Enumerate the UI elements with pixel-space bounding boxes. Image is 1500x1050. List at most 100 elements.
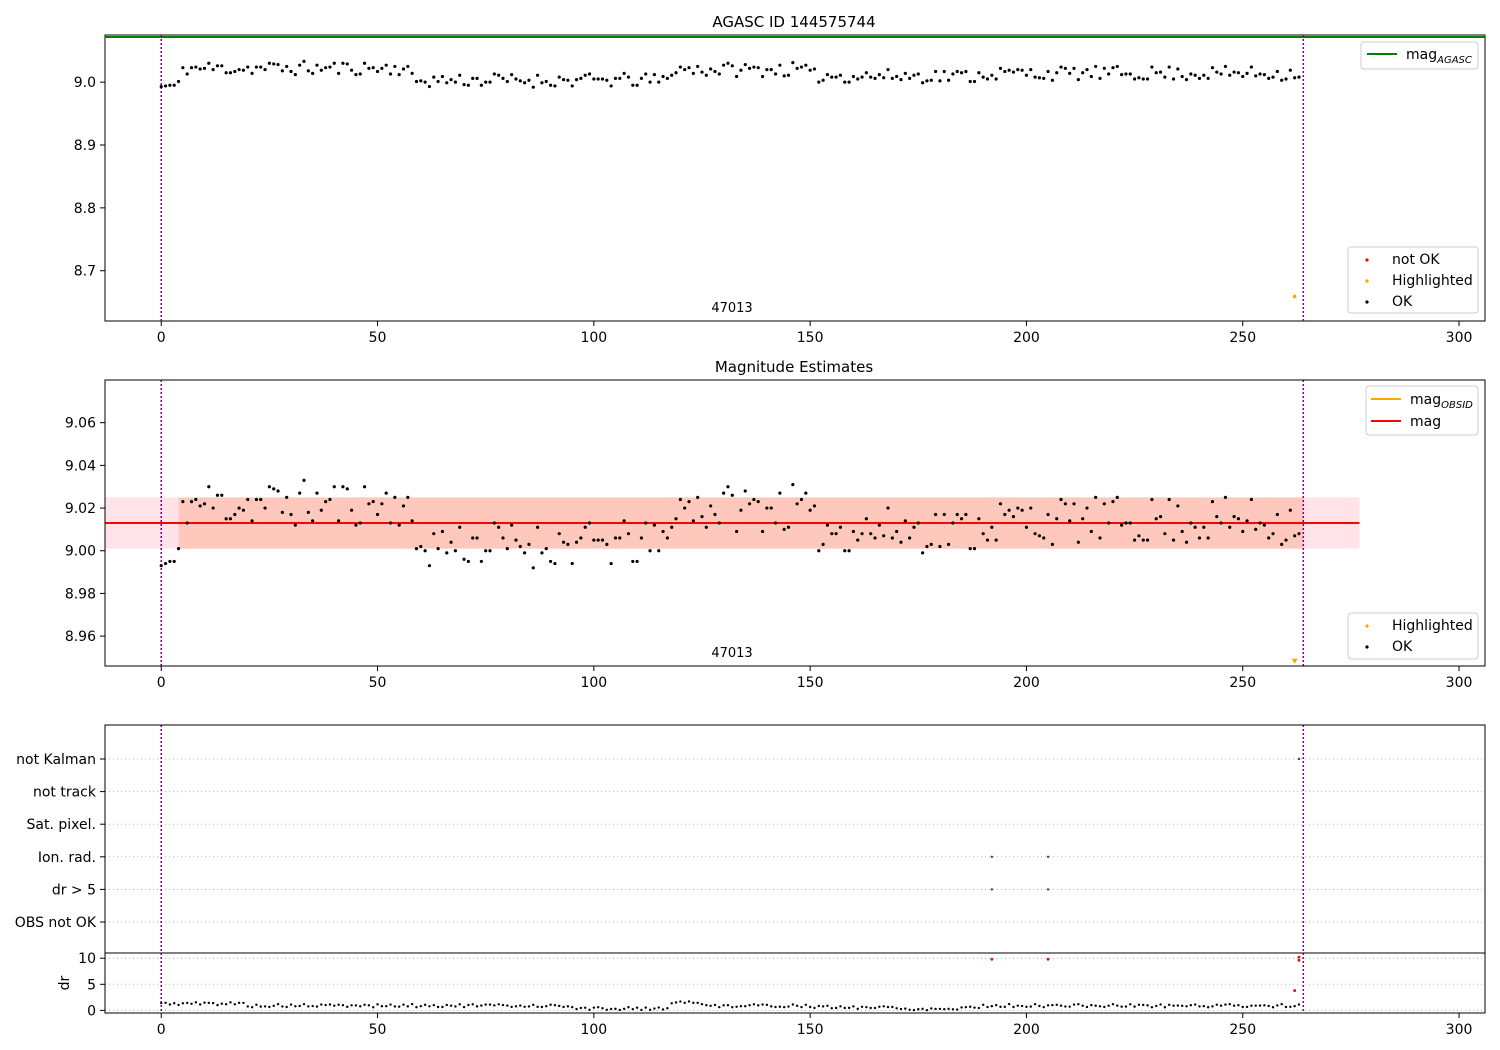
data-point-ok bbox=[1245, 71, 1249, 75]
data-point-ok bbox=[1098, 536, 1102, 540]
dr-point-ok bbox=[1297, 1003, 1301, 1006]
flag-point bbox=[1046, 888, 1050, 891]
data-point-ok bbox=[683, 506, 687, 510]
dr-point-ok bbox=[917, 1008, 920, 1011]
data-point-ok bbox=[1107, 521, 1111, 525]
dr-point-ok bbox=[921, 1007, 924, 1011]
data-point-ok bbox=[1193, 73, 1197, 77]
data-point-ok bbox=[739, 68, 743, 72]
data-point-ok bbox=[726, 61, 730, 65]
dr-point-ok bbox=[428, 1005, 431, 1008]
data-point-ok bbox=[912, 525, 916, 529]
dr-point-ok bbox=[1146, 1004, 1149, 1007]
dr-point-ok bbox=[618, 1008, 621, 1012]
data-point-ok bbox=[375, 512, 380, 517]
data-point-ok bbox=[890, 536, 894, 540]
data-point-ok bbox=[544, 79, 548, 84]
data-point-ok bbox=[670, 73, 674, 77]
data-point-ok bbox=[1094, 495, 1098, 499]
data-point-ok bbox=[453, 549, 458, 553]
dr-point-ok bbox=[419, 1004, 422, 1008]
x-tick-label: 0 bbox=[157, 1022, 166, 1038]
data-point-ok bbox=[548, 83, 553, 87]
data-point-ok bbox=[830, 532, 834, 536]
dr-point-ok bbox=[644, 1006, 647, 1009]
data-point-ok bbox=[1193, 525, 1197, 529]
data-point-ok bbox=[1124, 72, 1128, 76]
dr-point-ok bbox=[895, 1007, 898, 1010]
dr-point-ok bbox=[1293, 1004, 1296, 1008]
panel-agasc-title: AGASC ID 144575744 bbox=[712, 13, 875, 31]
y-tick-label: 9.00 bbox=[65, 544, 96, 560]
data-point-ok bbox=[548, 559, 553, 564]
data-point-ok bbox=[838, 73, 843, 77]
data-point-ok bbox=[1184, 540, 1189, 544]
data-point-ok bbox=[635, 559, 639, 564]
dr-point-ok bbox=[1077, 1003, 1080, 1006]
data-point-ok bbox=[1020, 68, 1024, 72]
data-point-ok bbox=[168, 83, 172, 87]
data-point-ok bbox=[393, 64, 397, 69]
dr-point-ok bbox=[847, 1006, 851, 1010]
dr-point-ok bbox=[674, 1001, 678, 1004]
dr-point-ok bbox=[1072, 1003, 1076, 1006]
dr-point-ok bbox=[981, 1003, 985, 1007]
data-point-ok bbox=[696, 64, 700, 69]
data-point-ok bbox=[293, 523, 297, 527]
data-point-ok bbox=[847, 549, 851, 553]
panel-flags-dr-frame bbox=[104, 724, 1486, 1014]
dr-point-ok bbox=[653, 1007, 656, 1010]
data-point-ok bbox=[882, 534, 886, 538]
legend-label-ok: OK bbox=[1392, 294, 1413, 310]
data-point-ok bbox=[267, 61, 271, 65]
dr-point-ok bbox=[346, 1005, 349, 1009]
dr-point-ok bbox=[1276, 1004, 1279, 1007]
data-point-ok bbox=[1059, 65, 1063, 69]
flag-category-label: OBS not OK bbox=[15, 915, 97, 931]
data-point-ok bbox=[951, 521, 955, 525]
data-point-ok bbox=[475, 536, 479, 540]
dr-point-ok bbox=[713, 1003, 717, 1007]
dr-point-ok bbox=[1271, 1006, 1275, 1009]
data-point-ok bbox=[462, 557, 466, 561]
dr-point-ok bbox=[185, 1001, 189, 1005]
data-point-ok bbox=[354, 73, 358, 77]
dr-point-ok bbox=[960, 1006, 963, 1009]
dr-point-ok bbox=[1033, 1002, 1037, 1006]
data-point-ok bbox=[1046, 512, 1050, 517]
data-point-ok bbox=[717, 72, 721, 76]
legend-box bbox=[1347, 246, 1479, 314]
flag-category-label: Sat. pixel. bbox=[27, 817, 96, 833]
data-point-ok bbox=[388, 521, 393, 525]
data-point-ok bbox=[804, 63, 808, 67]
data-point-ok bbox=[786, 73, 791, 77]
data-point-ok bbox=[882, 76, 886, 80]
panel-agasc-x-ticks: 0 50 100 150 200 250 300 bbox=[157, 321, 1472, 346]
data-point-ok bbox=[172, 83, 176, 87]
dr-point-ok bbox=[601, 1007, 604, 1010]
data-point-ok bbox=[856, 538, 860, 542]
panel-agasc: AGASC ID 144575744 47013 0 50 100 150 200 250… bbox=[74, 13, 1486, 346]
dr-point-ok bbox=[1090, 1003, 1093, 1007]
data-point-ok bbox=[981, 75, 985, 79]
data-point-ok bbox=[367, 66, 371, 70]
data-point-ok bbox=[1189, 521, 1193, 525]
data-point-ok bbox=[510, 523, 514, 527]
dr-point-ok bbox=[964, 1005, 968, 1009]
dr-point-ok bbox=[891, 1005, 894, 1009]
data-point-ok bbox=[285, 495, 289, 499]
flag-category-label: not track bbox=[33, 785, 97, 801]
dr-point-ok bbox=[272, 1004, 275, 1007]
y-tick-label: 9.06 bbox=[65, 416, 96, 432]
data-point-ok bbox=[1007, 68, 1011, 72]
data-point-ok bbox=[830, 75, 834, 79]
dr-point-ok bbox=[1120, 1005, 1123, 1008]
data-point-ok bbox=[1102, 502, 1106, 506]
data-point-ok bbox=[311, 519, 315, 523]
data-point-ok bbox=[1245, 519, 1249, 523]
data-point-ok bbox=[994, 77, 998, 81]
data-point-ok bbox=[406, 64, 410, 69]
dr-point-ok bbox=[302, 1002, 306, 1006]
data-point-ok bbox=[873, 536, 877, 540]
